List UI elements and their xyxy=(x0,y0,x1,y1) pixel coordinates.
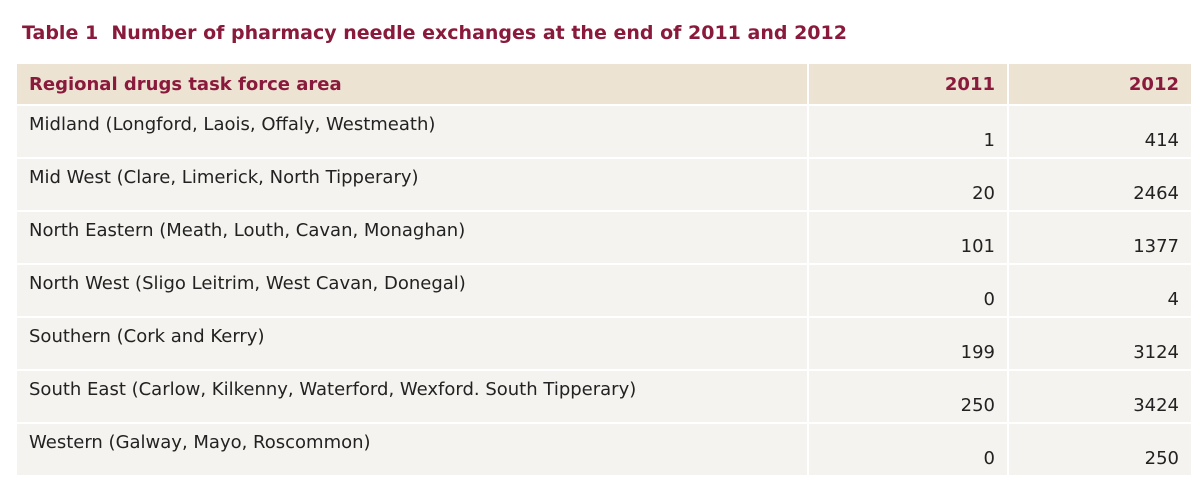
area-cell: North Eastern (Meath, Louth, Cavan, Mona… xyxy=(15,210,809,265)
table-row: Midland (Longford, Laois, Offaly, Westme… xyxy=(15,104,1193,159)
area-cell: South East (Carlow, Kilkenny, Waterford,… xyxy=(15,369,809,424)
number-cell: 250 xyxy=(807,369,1009,424)
header-row: Regional drugs task force area 2011 2012 xyxy=(15,62,1193,106)
number-cell: 4 xyxy=(1007,263,1193,318)
header-cell: 2012 xyxy=(1007,62,1193,106)
page: Table 1 Number of pharmacy needle exchan… xyxy=(15,22,1193,477)
area-cell: Western (Galway, Mayo, Roscommon) xyxy=(15,422,809,477)
number-cell: 2464 xyxy=(1007,157,1193,212)
table-title: Table 1 Number of pharmacy needle exchan… xyxy=(22,22,847,44)
area-cell: Southern (Cork and Kerry) xyxy=(15,316,809,371)
number-cell: 1 xyxy=(807,104,1009,159)
table-row: North West (Sligo Leitrim, West Cavan, D… xyxy=(15,263,1193,318)
area-cell: North West (Sligo Leitrim, West Cavan, D… xyxy=(15,263,809,318)
number-cell: 101 xyxy=(807,210,1009,265)
table: Regional drugs task force area 2011 2012 M… xyxy=(15,62,1193,477)
number-cell: 0 xyxy=(807,263,1009,318)
header-cell: Regional drugs task force area xyxy=(15,62,809,106)
number-cell: 0 xyxy=(807,422,1009,477)
number-cell: 250 xyxy=(1007,422,1193,477)
number-cell: 3124 xyxy=(1007,316,1193,371)
number-cell: 1377 xyxy=(1007,210,1193,265)
number-cell: 414 xyxy=(1007,104,1193,159)
table-row: Western (Galway, Mayo, Roscommon) 0 250 xyxy=(15,422,1193,477)
table-row: Southern (Cork and Kerry) 199 3124 xyxy=(15,316,1193,371)
number-cell: 20 xyxy=(807,157,1009,212)
table-body: Midland (Longford, Laois, Offaly, Westme… xyxy=(15,104,1193,477)
table-row: North Eastern (Meath, Louth, Cavan, Mona… xyxy=(15,210,1193,265)
number-cell: 199 xyxy=(807,316,1009,371)
area-cell: Mid West (Clare, Limerick, North Tippera… xyxy=(15,157,809,212)
table-row: Mid West (Clare, Limerick, North Tippera… xyxy=(15,157,1193,212)
header-cell: 2011 xyxy=(807,62,1009,106)
number-cell: 3424 xyxy=(1007,369,1193,424)
table-row: South East (Carlow, Kilkenny, Waterford,… xyxy=(15,369,1193,424)
area-cell: Midland (Longford, Laois, Offaly, Westme… xyxy=(15,104,809,159)
